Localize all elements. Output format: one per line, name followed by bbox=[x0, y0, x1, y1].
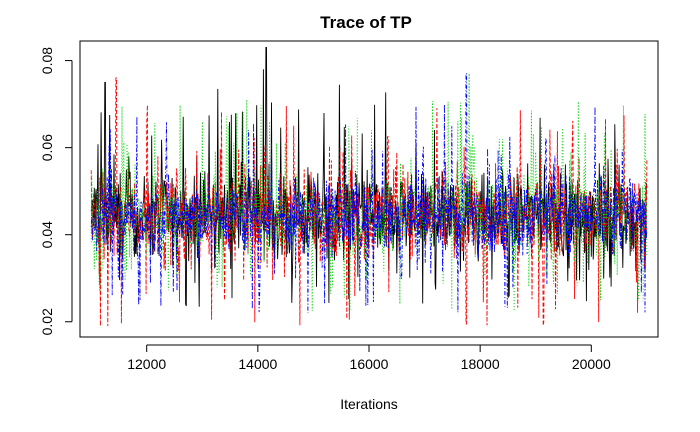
y-tick-label: 0.08 bbox=[39, 47, 55, 74]
y-tick-label: 0.02 bbox=[39, 308, 55, 335]
x-tick-label: 14000 bbox=[238, 356, 277, 372]
y-tick-label: 0.04 bbox=[39, 221, 55, 248]
chart-title: Trace of TP bbox=[320, 13, 412, 32]
trace-series-2 bbox=[90, 77, 648, 327]
x-axis: 12000 14000 16000 18000 20000 bbox=[127, 344, 611, 372]
x-tick-label: 20000 bbox=[572, 356, 611, 372]
x-tick-label: 16000 bbox=[350, 356, 389, 372]
x-tick-label: 12000 bbox=[127, 356, 166, 372]
plot-frame bbox=[79, 40, 659, 338]
trace-series-group bbox=[90, 47, 648, 327]
x-tick-label: 18000 bbox=[461, 356, 500, 372]
trace-series-1 bbox=[90, 47, 648, 307]
y-axis: 0.02 0.04 0.06 0.08 bbox=[39, 47, 73, 335]
y-tick-label: 0.06 bbox=[39, 134, 55, 161]
x-axis-label: Iterations bbox=[340, 396, 398, 412]
